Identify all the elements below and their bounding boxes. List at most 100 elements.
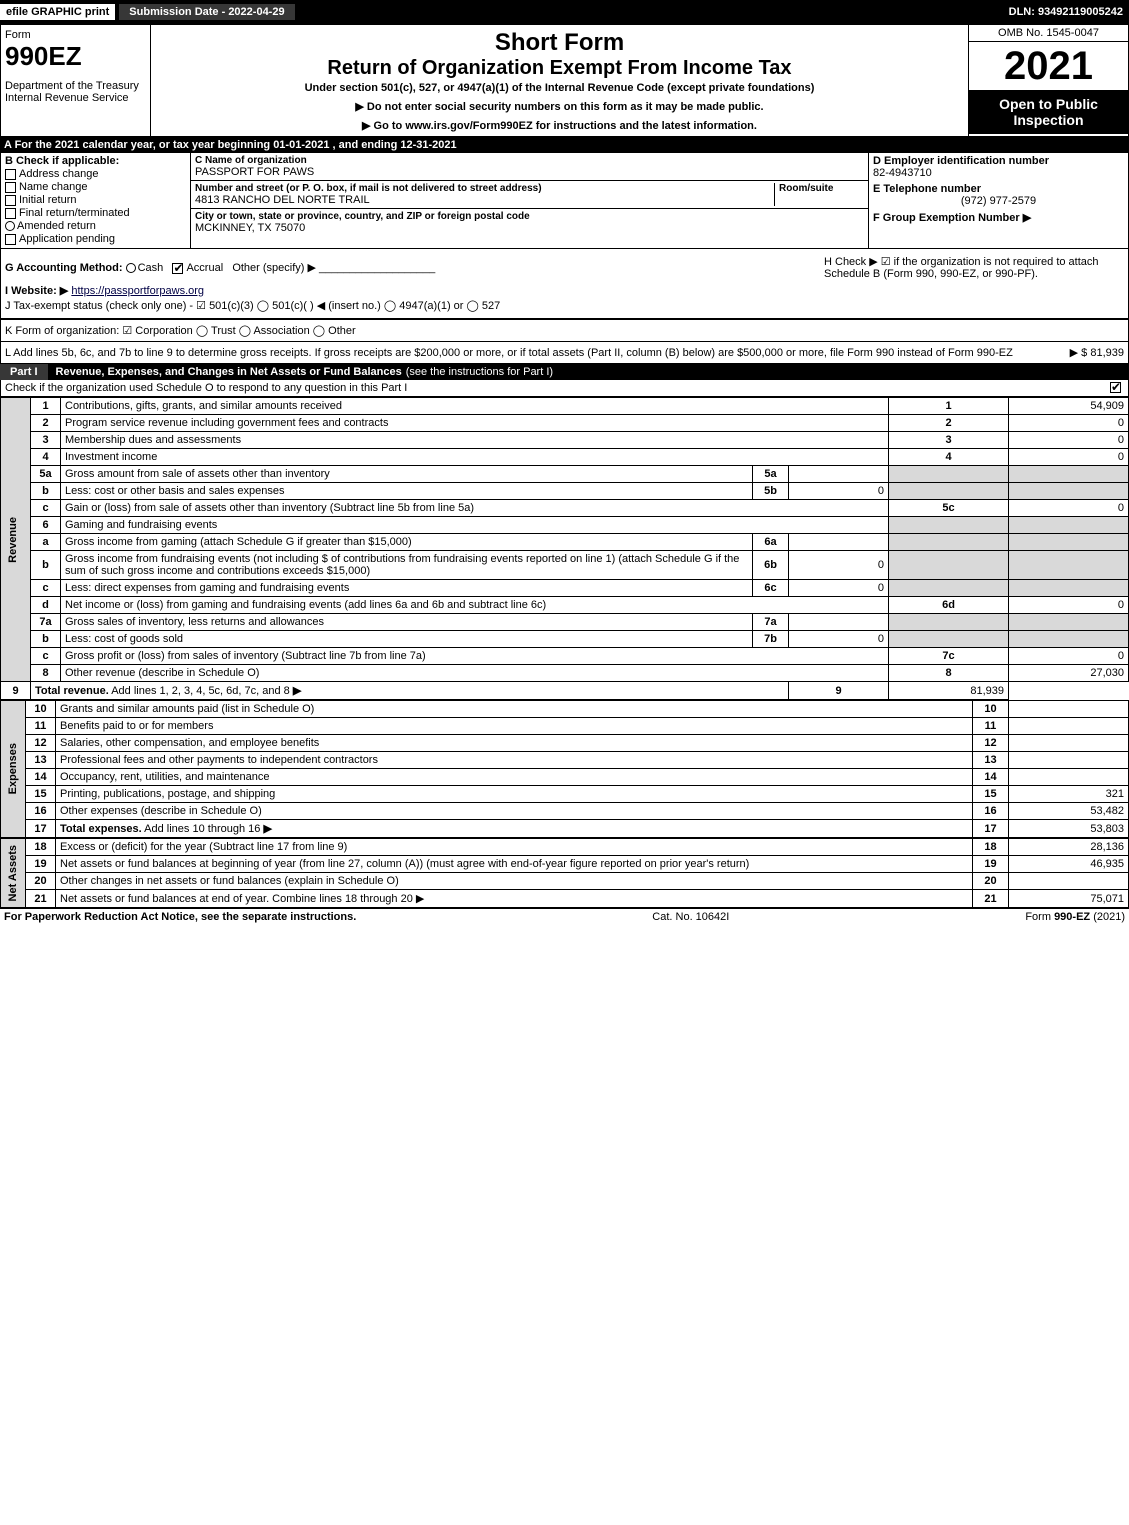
line-description: Grants and similar amounts paid (list in…	[56, 701, 973, 718]
line-row: 19Net assets or fund balances at beginni…	[1, 856, 1129, 873]
catalog-number: Cat. No. 10642I	[652, 911, 729, 923]
line-description: Occupancy, rent, utilities, and maintena…	[56, 769, 973, 786]
line-number: 6	[31, 517, 61, 534]
check-application-pending[interactable]: Application pending	[5, 233, 186, 245]
line-amount: 28,136	[1009, 839, 1129, 856]
line-amount: 27,030	[1009, 665, 1129, 682]
check-amended-return[interactable]: Amended return	[5, 220, 186, 232]
line-amount	[1009, 718, 1129, 735]
line-row: cGross profit or (loss) from sales of in…	[1, 648, 1129, 665]
line-row: 3Membership dues and assessments30	[1, 432, 1129, 449]
line-description: Gross income from gaming (attach Schedul…	[61, 534, 753, 551]
phone-value: (972) 977-2579	[873, 195, 1124, 207]
line-box-number	[889, 614, 1009, 631]
section-bcdef: B Check if applicable: Address change Na…	[0, 153, 1129, 249]
line-amount	[1009, 631, 1129, 648]
line-amount	[1009, 534, 1129, 551]
line-box-number	[889, 483, 1009, 500]
group-exemption-label: F Group Exemption Number ▶	[873, 211, 1124, 224]
line-number: c	[31, 500, 61, 517]
line-row: 18Excess or (deficit) for the year (Subt…	[1, 839, 1129, 856]
line-box-number: 7c	[889, 648, 1009, 665]
line-number: 21	[26, 890, 56, 908]
line-number: 20	[26, 873, 56, 890]
line-box-number	[889, 534, 1009, 551]
line-box-number: 15	[973, 786, 1009, 803]
schedule-o-check[interactable]	[1110, 382, 1121, 393]
line-row: cGain or (loss) from sale of assets othe…	[1, 500, 1129, 517]
line-row: 17Total expenses. Add lines 10 through 1…	[1, 820, 1129, 838]
line-row: aGross income from gaming (attach Schedu…	[1, 534, 1129, 551]
line-description: Gross profit or (loss) from sales of inv…	[61, 648, 889, 665]
short-form-title: Short Form	[155, 29, 964, 57]
line-box-number: 10	[973, 701, 1009, 718]
line-row: 1Contributions, gifts, grants, and simil…	[1, 398, 1129, 415]
ein-value: 82-4943710	[873, 167, 1124, 179]
top-bar: efile GRAPHIC print Submission Date - 20…	[0, 0, 1129, 24]
line-row: 21Net assets or fund balances at end of …	[1, 890, 1129, 908]
line-amount	[1009, 614, 1129, 631]
line-row: 2Program service revenue including gover…	[1, 415, 1129, 432]
check-final-return[interactable]: Final return/terminated	[5, 207, 186, 219]
sub-line-amount: 0	[789, 580, 889, 597]
line-box-number: 14	[973, 769, 1009, 786]
line-description: Less: cost or other basis and sales expe…	[61, 483, 753, 500]
part-i-label: Part I	[0, 364, 48, 380]
org-name-label: C Name of organization	[195, 155, 864, 166]
line-amount	[1009, 735, 1129, 752]
line-amount: 81,939	[889, 682, 1009, 700]
line-row: 16Other expenses (describe in Schedule O…	[1, 803, 1129, 820]
line-number: 17	[26, 820, 56, 838]
line-number: 9	[1, 682, 31, 700]
line-row: 10Grants and similar amounts paid (list …	[1, 701, 1129, 718]
sub-line-amount: 0	[789, 631, 889, 648]
section-g-through-l: G Accounting Method: Cash Accrual Other …	[0, 249, 1129, 319]
paperwork-notice: For Paperwork Reduction Act Notice, see …	[4, 911, 356, 923]
line-description: Salaries, other compensation, and employ…	[56, 735, 973, 752]
website-link[interactable]: https://passportforpaws.org	[71, 285, 204, 297]
line-description: Other expenses (describe in Schedule O)	[56, 803, 973, 820]
line-number: 7a	[31, 614, 61, 631]
expenses-side-label: Expenses	[5, 741, 21, 796]
line-row: dNet income or (loss) from gaming and fu…	[1, 597, 1129, 614]
section-def: D Employer identification number 82-4943…	[868, 153, 1128, 248]
line-box-number: 21	[973, 890, 1009, 908]
line-g: G Accounting Method: Cash Accrual Other …	[5, 261, 435, 274]
efile-print-label[interactable]: efile GRAPHIC print	[0, 4, 115, 20]
line-amount	[1009, 483, 1129, 500]
line-number: b	[31, 483, 61, 500]
instructions-link[interactable]: ▶ Go to www.irs.gov/Form990EZ for instru…	[155, 119, 964, 132]
line-description: Total revenue. Add lines 1, 2, 3, 4, 5c,…	[31, 682, 789, 700]
check-accrual[interactable]	[172, 263, 183, 274]
sub-line-box: 5a	[753, 466, 789, 483]
line-box-number: 11	[973, 718, 1009, 735]
line-row: 5aGross amount from sale of assets other…	[1, 466, 1129, 483]
form-number: 990EZ	[5, 41, 146, 72]
line-amount	[1009, 580, 1129, 597]
line-number: 18	[26, 839, 56, 856]
revenue-table: Revenue 1Contributions, gifts, grants, a…	[0, 397, 1129, 700]
line-description: Net income or (loss) from gaming and fun…	[61, 597, 889, 614]
sub-line-amount: 0	[789, 551, 889, 580]
section-b-label: B Check if applicable:	[5, 155, 186, 167]
line-number: c	[31, 648, 61, 665]
radio-cash[interactable]	[126, 263, 136, 273]
line-box-number: 20	[973, 873, 1009, 890]
line-box-number	[889, 551, 1009, 580]
check-name-change[interactable]: Name change	[5, 181, 186, 193]
sub-line-box: 6b	[753, 551, 789, 580]
line-box-number: 16	[973, 803, 1009, 820]
omb-number: OMB No. 1545-0047	[969, 25, 1128, 42]
part-i-check-note: Check if the organization used Schedule …	[0, 380, 1129, 397]
check-initial-return[interactable]: Initial return	[5, 194, 186, 206]
line-description: Gaming and fundraising events	[61, 517, 889, 534]
check-address-change[interactable]: Address change	[5, 168, 186, 180]
line-l: L Add lines 5b, 6c, and 7b to line 9 to …	[0, 342, 1129, 364]
line-box-number	[889, 580, 1009, 597]
city-label: City or town, state or province, country…	[195, 211, 864, 222]
section-b: B Check if applicable: Address change Na…	[1, 153, 191, 248]
line-row: 7aGross sales of inventory, less returns…	[1, 614, 1129, 631]
header-mid: Short Form Return of Organization Exempt…	[151, 25, 968, 136]
expenses-table: Expenses 10Grants and similar amounts pa…	[0, 700, 1129, 838]
line-description: Membership dues and assessments	[61, 432, 889, 449]
